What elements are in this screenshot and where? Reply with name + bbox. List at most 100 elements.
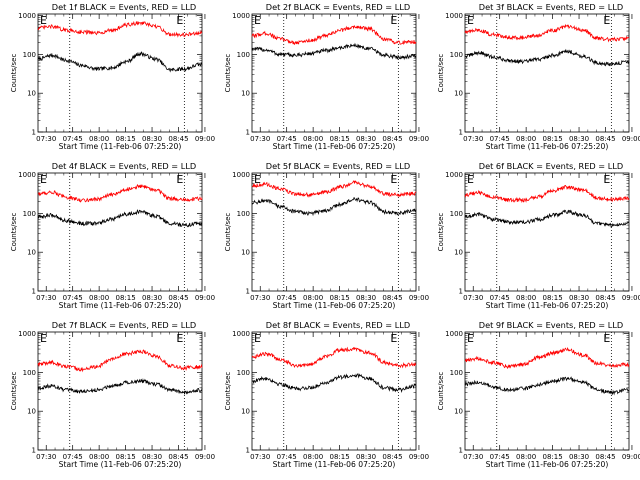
y-tick-label: 1000 xyxy=(445,171,463,179)
y-tick-label: 10 xyxy=(27,249,36,257)
x-axis-label: Start Time (11-Feb-06 07:25:20) xyxy=(273,142,396,151)
x-tick-label: 09:00 xyxy=(195,453,215,461)
x-axis-label: Start Time (11-Feb-06 07:25:20) xyxy=(486,142,609,151)
x-tick-label: 08:45 xyxy=(168,453,188,461)
x-tick-label: 08:15 xyxy=(542,294,562,302)
x-tick-label: 08:30 xyxy=(142,453,162,461)
x-tick-label: 08:30 xyxy=(356,135,376,143)
y-axis-label: Counts/sec xyxy=(10,54,18,93)
plot-frame xyxy=(251,172,417,292)
x-tick-label: 08:30 xyxy=(569,453,589,461)
x-tick-label: 07:30 xyxy=(463,453,483,461)
y-tick-label: 1 xyxy=(246,288,250,296)
x-tick-label: 07:45 xyxy=(490,453,510,461)
events-series-line xyxy=(464,209,630,228)
x-tick-label: 07:30 xyxy=(36,453,56,461)
y-tick-label: 1000 xyxy=(445,330,463,338)
y-tick-label: 100 xyxy=(237,369,250,377)
plot-frame xyxy=(464,13,630,133)
x-tick-label: 08:00 xyxy=(516,294,536,302)
plot-frame xyxy=(37,331,203,451)
x-tick-label: 09:00 xyxy=(622,135,640,143)
y-tick-label: 1 xyxy=(246,129,250,137)
event-marker-label: E xyxy=(467,332,474,345)
y-tick-label: 1000 xyxy=(18,330,36,338)
event-marker-label: E xyxy=(467,14,474,27)
y-tick-label: 10 xyxy=(454,249,463,257)
events-series-line xyxy=(251,197,417,217)
x-tick-label: 09:00 xyxy=(409,135,429,143)
x-tick-label: 09:00 xyxy=(622,294,640,302)
y-tick-label: 1 xyxy=(32,447,36,455)
x-tick-label: 07:45 xyxy=(63,135,83,143)
detector-panel-1: Det 1f BLACK = Events, RED = LLD 1 10 100 10… xyxy=(10,2,215,151)
y-tick-label: 100 xyxy=(23,210,36,218)
event-marker-label: E xyxy=(390,173,397,186)
y-tick-label: 1 xyxy=(459,447,463,455)
y-tick-label: 10 xyxy=(27,408,36,416)
detector-panel-5: Det 5f BLACK = Events, RED = LLD 1 10 100 10… xyxy=(224,161,429,310)
plot-frame xyxy=(251,13,417,133)
y-axis-label: Counts/sec xyxy=(224,213,232,252)
events-series-line xyxy=(37,209,203,228)
detector-panel-3: Det 3f BLACK = Events, RED = LLD 1 10 100 10… xyxy=(437,2,640,151)
x-tick-label: 08:45 xyxy=(382,135,402,143)
y-axis-label: Counts/sec xyxy=(437,213,445,252)
panel-title: Det 5f BLACK = Events, RED = LLD xyxy=(266,161,410,171)
event-marker-label: E xyxy=(467,173,474,186)
panel-title: Det 3f BLACK = Events, RED = LLD xyxy=(479,2,623,12)
y-tick-label: 10 xyxy=(454,90,463,98)
detector-panel-4: Det 4f BLACK = Events, RED = LLD 1 10 100 10… xyxy=(10,161,215,310)
y-tick-label: 1000 xyxy=(232,12,250,20)
y-tick-label: 100 xyxy=(450,369,463,377)
panel-title: Det 8f BLACK = Events, RED = LLD xyxy=(266,320,410,330)
x-tick-label: 08:00 xyxy=(89,294,109,302)
lld-series-line xyxy=(37,349,203,373)
panel-title: Det 7f BLACK = Events, RED = LLD xyxy=(52,320,196,330)
x-tick-label: 07:45 xyxy=(490,294,510,302)
event-marker-label: E xyxy=(603,332,610,345)
panel-title: Det 9f BLACK = Events, RED = LLD xyxy=(479,320,623,330)
lld-series-line xyxy=(37,183,203,203)
lld-series-line xyxy=(251,346,417,369)
x-tick-label: 08:30 xyxy=(142,135,162,143)
plot-frame xyxy=(464,172,630,292)
x-axis-label: Start Time (11-Feb-06 07:25:20) xyxy=(59,142,182,151)
panel-title: Det 4f BLACK = Events, RED = LLD xyxy=(52,161,196,171)
x-tick-label: 08:00 xyxy=(303,294,323,302)
events-series-line xyxy=(464,48,630,67)
events-series-line xyxy=(251,42,417,61)
event-marker-label: E xyxy=(40,332,47,345)
x-axis-label: Start Time (11-Feb-06 07:25:20) xyxy=(273,460,396,469)
x-axis-label: Start Time (11-Feb-06 07:25:20) xyxy=(486,301,609,310)
x-tick-label: 08:15 xyxy=(115,294,135,302)
x-tick-label: 08:30 xyxy=(356,453,376,461)
y-tick-label: 1 xyxy=(459,288,463,296)
x-tick-label: 08:00 xyxy=(89,135,109,143)
x-tick-label: 08:15 xyxy=(329,453,349,461)
x-tick-label: 08:45 xyxy=(382,453,402,461)
detector-panel-8: Det 8f BLACK = Events, RED = LLD 1 10 100 10… xyxy=(224,320,429,469)
y-axis-label: Counts/sec xyxy=(224,54,232,93)
y-tick-label: 10 xyxy=(241,408,250,416)
y-tick-label: 100 xyxy=(23,51,36,59)
event-marker-label: E xyxy=(390,332,397,345)
y-tick-label: 100 xyxy=(23,369,36,377)
event-marker-label: E xyxy=(254,14,261,27)
x-tick-label: 08:45 xyxy=(595,294,615,302)
x-tick-label: 07:30 xyxy=(36,294,56,302)
x-axis-label: Start Time (11-Feb-06 07:25:20) xyxy=(59,460,182,469)
panel-title: Det 6f BLACK = Events, RED = LLD xyxy=(479,161,623,171)
y-tick-label: 1 xyxy=(246,447,250,455)
x-tick-label: 07:45 xyxy=(277,294,297,302)
event-marker-label: E xyxy=(603,173,610,186)
x-tick-label: 08:00 xyxy=(303,453,323,461)
x-tick-label: 09:00 xyxy=(409,453,429,461)
detector-panel-7: Det 7f BLACK = Events, RED = LLD 1 10 100 10… xyxy=(10,320,215,469)
x-tick-label: 09:00 xyxy=(622,453,640,461)
x-tick-label: 07:45 xyxy=(277,135,297,143)
plot-frame xyxy=(37,13,203,133)
x-tick-label: 08:30 xyxy=(569,294,589,302)
y-axis-label: Counts/sec xyxy=(437,372,445,411)
event-marker-label: E xyxy=(176,173,183,186)
